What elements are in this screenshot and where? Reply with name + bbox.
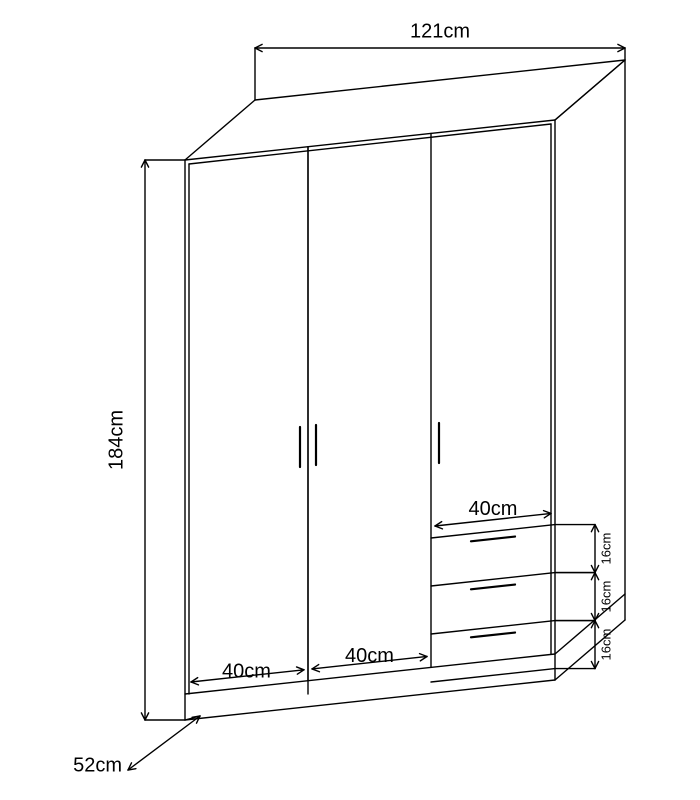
label-drawer-height-3: 16cm xyxy=(598,629,613,661)
wardrobe-dimension-diagram: 121cm 184cm 52cm 40cm 40cm 40cm 16cm 16cm 16cm xyxy=(0,0,700,800)
label-door1-width: 40cm xyxy=(222,660,271,682)
label-door2-width: 40cm xyxy=(345,645,394,667)
label-drawer-height-1: 16cm xyxy=(598,533,613,565)
label-width-top: 121cm xyxy=(410,20,470,42)
label-depth: 52cm xyxy=(73,754,122,776)
label-drawer-width: 40cm xyxy=(469,498,518,520)
label-drawer-height-2: 16cm xyxy=(598,581,613,613)
label-height-left: 184cm xyxy=(105,410,127,470)
